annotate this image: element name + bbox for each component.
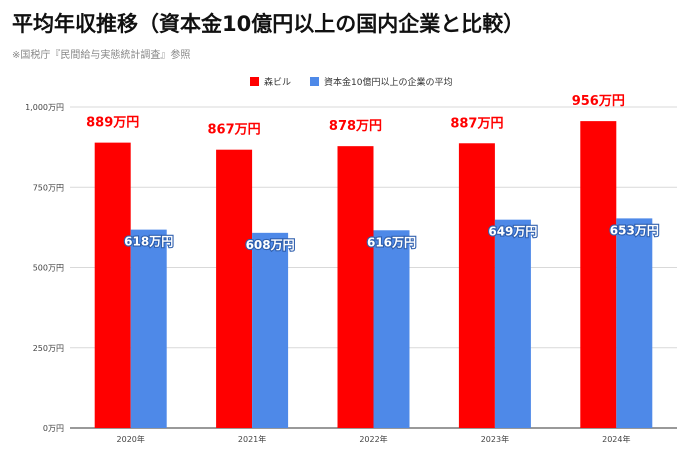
bar-series-2 bbox=[130, 229, 167, 428]
bar-series-1 bbox=[94, 142, 131, 429]
y-tick-label: 0万円 bbox=[43, 424, 64, 433]
x-tick-label: 2022年 bbox=[359, 434, 387, 444]
bars bbox=[94, 121, 653, 429]
y-tick-label: 750万円 bbox=[33, 183, 64, 192]
data-label-series-1: 956万円 bbox=[572, 94, 625, 109]
data-label-series-2: 649万円 bbox=[488, 225, 537, 239]
x-tick-label: 2024年 bbox=[602, 434, 630, 444]
bar-series-2 bbox=[252, 232, 289, 428]
bar-series-2 bbox=[616, 218, 653, 428]
data-label-series-2: 653万円 bbox=[610, 223, 659, 237]
legend-swatch-1 bbox=[250, 77, 259, 86]
legend-label-1: 森ビル bbox=[264, 76, 291, 88]
y-tick-label: 500万円 bbox=[33, 264, 64, 273]
bar-series-2 bbox=[373, 230, 410, 428]
data-label-series-2: 608万円 bbox=[246, 238, 295, 252]
bar-series-1 bbox=[216, 149, 253, 428]
source-note: ※国税庁『民間給与実態統計調査』参照 bbox=[12, 50, 191, 61]
bar-series-2 bbox=[494, 219, 531, 428]
y-tick-label: 250万円 bbox=[33, 344, 64, 353]
page-title: 平均年収推移（資本金10億円以上の国内企業と比較） bbox=[12, 12, 525, 36]
bar-series-1 bbox=[458, 143, 495, 428]
data-label-series-1: 889万円 bbox=[86, 116, 139, 131]
legend-label-2: 資本金10億円以上の企業の平均 bbox=[324, 76, 452, 88]
bar-series-1 bbox=[337, 146, 374, 429]
data-label-series-2: 618万円 bbox=[124, 235, 173, 249]
bar-series-1 bbox=[580, 121, 617, 429]
x-axis: 2020年 2021年 2022年 2023年 2024年 bbox=[117, 434, 631, 444]
data-label-series-1: 887万円 bbox=[450, 116, 503, 131]
data-label-series-2: 616万円 bbox=[367, 235, 416, 249]
legend-swatch-2 bbox=[310, 77, 319, 86]
data-label-series-1: 867万円 bbox=[208, 123, 261, 138]
x-tick-label: 2020年 bbox=[117, 434, 145, 444]
x-tick-label: 2021年 bbox=[238, 434, 266, 444]
data-labels: 889万円 618万円 867万円 608万円 878万円 616万円 887万円 649万円… bbox=[86, 94, 660, 253]
x-tick-label: 2023年 bbox=[481, 434, 509, 444]
y-tick-label: 1,000万円 bbox=[25, 103, 64, 112]
legend: 森ビル 資本金10億円以上の企業の平均 bbox=[250, 76, 452, 88]
data-label-series-1: 878万円 bbox=[329, 119, 382, 134]
